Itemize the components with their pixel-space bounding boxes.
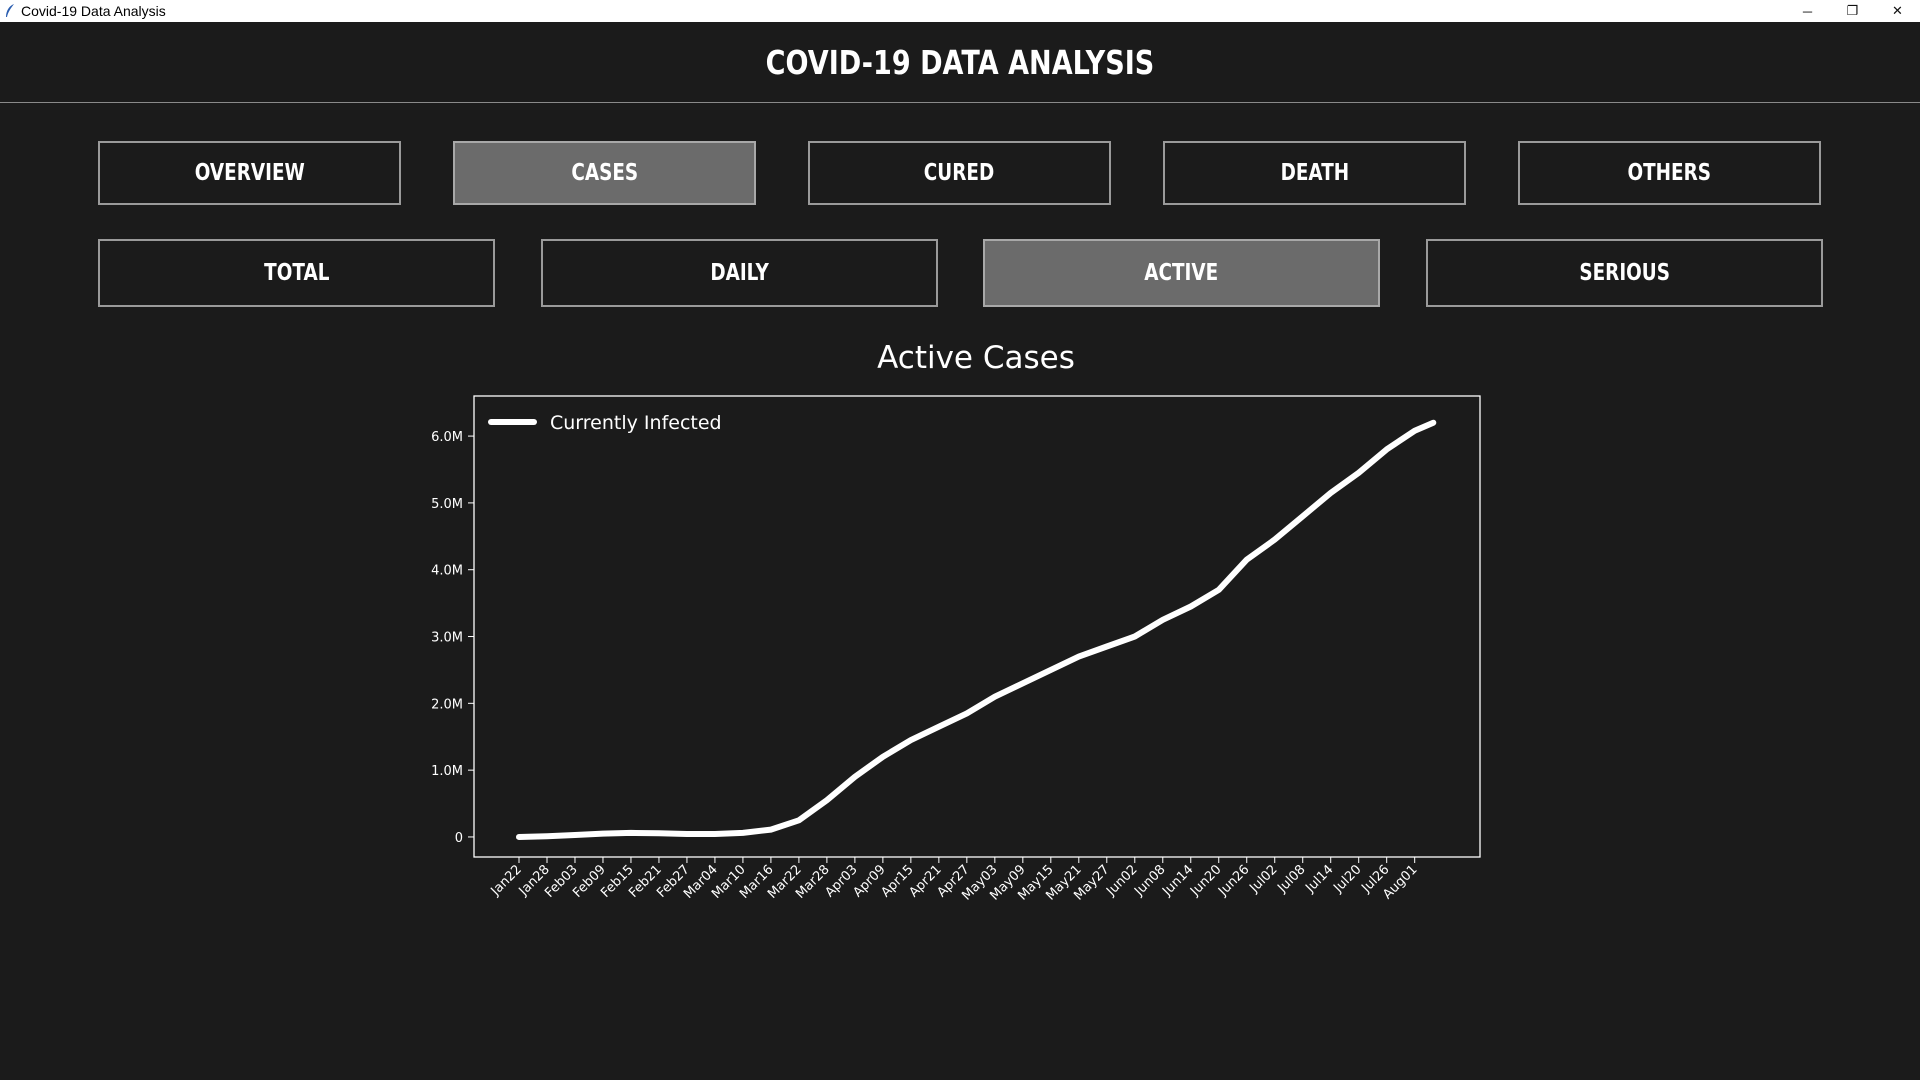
x-tick-label: Jul20	[1330, 862, 1364, 896]
legend-label: Currently Infected	[550, 412, 722, 434]
tab-cases[interactable]: CASES	[453, 141, 756, 205]
x-tick-label: Jun20	[1187, 862, 1224, 899]
tab-label: CASES	[571, 160, 638, 186]
x-tick-label: Jun26	[1215, 862, 1252, 899]
tab-cured[interactable]: CURED	[808, 141, 1111, 205]
feather-icon	[5, 4, 15, 18]
x-tick-label: Jun14	[1159, 862, 1196, 899]
y-tick-label: 6.0M	[431, 430, 463, 445]
subtab-daily[interactable]: DAILY	[541, 239, 938, 307]
x-tick-label: Jul02	[1246, 862, 1280, 896]
subtab-serious[interactable]: SERIOUS	[1426, 239, 1823, 307]
y-tick-label: 5.0M	[431, 497, 463, 512]
tab-others[interactable]: OTHERS	[1518, 141, 1821, 205]
close-icon[interactable]: ✕	[1892, 3, 1903, 18]
subtab-total[interactable]: TOTAL	[98, 239, 495, 307]
tab-label: OTHERS	[1627, 160, 1712, 186]
tab-label: DEATH	[1280, 160, 1349, 186]
x-tick-label: Jan22	[488, 862, 525, 899]
subtab-label: DAILY	[710, 260, 769, 286]
subtab-label: ACTIVE	[1144, 260, 1219, 286]
window-titlebar: Covid-19 Data Analysis ─ ❐ ✕	[0, 0, 1920, 22]
y-tick-label: 4.0M	[431, 564, 463, 579]
x-tick-label: Jun08	[1131, 862, 1168, 899]
y-tick-label: 0	[455, 831, 463, 846]
subtab-active[interactable]: ACTIVE	[983, 239, 1380, 307]
series-line	[516, 419, 1437, 840]
minimize-icon[interactable]: ─	[1802, 3, 1813, 19]
y-tick-label: 1.0M	[431, 764, 463, 779]
y-tick-label: 2.0M	[431, 697, 463, 712]
chart-title: Active Cases	[877, 340, 1075, 376]
window-title: Covid-19 Data Analysis	[21, 3, 166, 19]
plot-frame	[473, 395, 1481, 858]
subtab-label: SERIOUS	[1579, 260, 1670, 286]
tab-overview[interactable]: OVERVIEW	[98, 141, 401, 205]
tab-label: OVERVIEW	[194, 160, 305, 186]
x-tick-label: Jul14	[1302, 862, 1336, 896]
subtab-label: TOTAL	[263, 260, 330, 286]
x-tick-label: Jul08	[1274, 862, 1308, 896]
tab-death[interactable]: DEATH	[1163, 141, 1466, 205]
restore-icon[interactable]: ❐	[1846, 3, 1859, 18]
page-title: COVID-19 DATA ANALYSIS	[765, 42, 1155, 82]
x-tick-label: Jun02	[1103, 862, 1140, 899]
app-header: COVID-19 DATA ANALYSIS	[0, 22, 1920, 103]
y-tick-label: 3.0M	[431, 631, 463, 646]
tab-label: CURED	[924, 160, 995, 186]
